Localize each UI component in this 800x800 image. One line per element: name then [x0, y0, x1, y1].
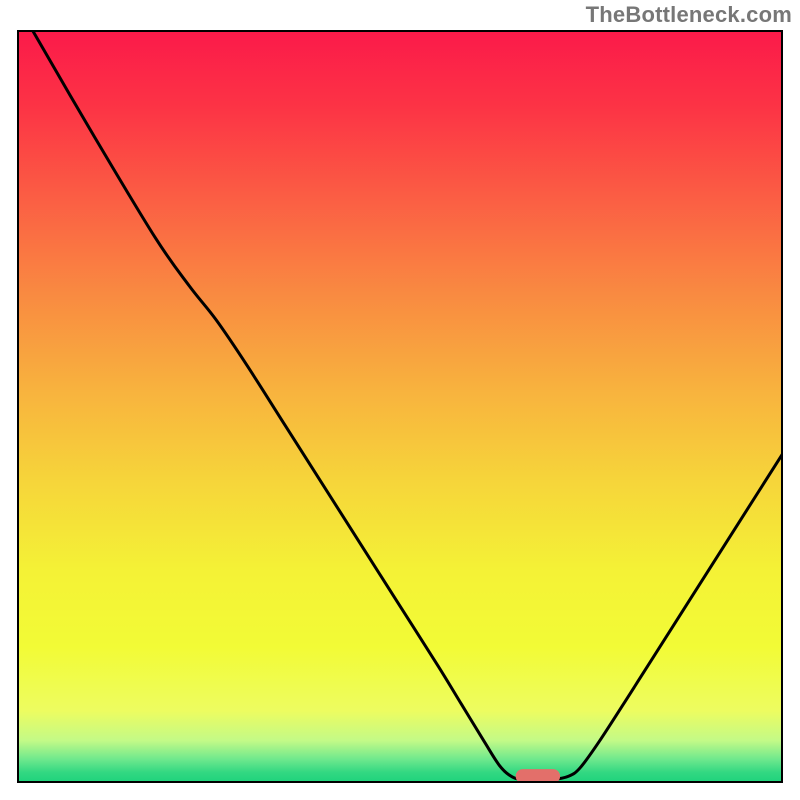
gradient-background: [18, 31, 782, 782]
optimal-marker: [516, 769, 560, 783]
chart-svg: [17, 30, 783, 783]
chart-container: TheBottleneck.com: [0, 0, 800, 800]
plot-area: [17, 30, 783, 783]
watermark-text: TheBottleneck.com: [586, 2, 792, 28]
